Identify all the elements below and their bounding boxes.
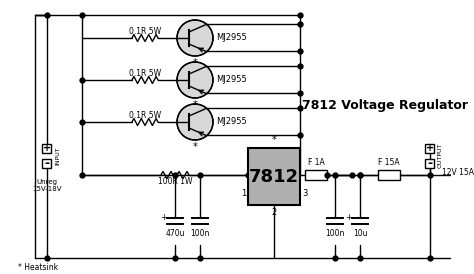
- Text: -: -: [428, 156, 433, 170]
- Text: 0.1R 5W: 0.1R 5W: [129, 27, 161, 36]
- Bar: [378, 170, 400, 180]
- Text: 3: 3: [302, 189, 307, 198]
- Bar: [426, 158, 435, 167]
- Circle shape: [177, 62, 213, 98]
- Text: 0.1R 5W: 0.1R 5W: [129, 110, 161, 119]
- Text: 2: 2: [272, 208, 277, 217]
- Text: 10u: 10u: [353, 229, 367, 238]
- Text: +: +: [346, 213, 353, 221]
- Text: *: *: [192, 142, 197, 152]
- Text: 100R 1W: 100R 1W: [158, 178, 192, 187]
- Text: 0.1R 5W: 0.1R 5W: [129, 68, 161, 78]
- Text: 7812 Voltage Regulator: 7812 Voltage Regulator: [302, 98, 468, 112]
- Text: 470u: 470u: [165, 229, 185, 238]
- Text: Unreg
15V-18V: Unreg 15V-18V: [32, 179, 62, 192]
- Text: *: *: [272, 135, 276, 145]
- Text: INPUT: INPUT: [55, 146, 60, 165]
- Text: MJ2955: MJ2955: [216, 118, 247, 127]
- Text: F 15A: F 15A: [378, 158, 400, 167]
- Text: *: *: [192, 58, 197, 68]
- Bar: [43, 144, 52, 153]
- Text: 100n: 100n: [325, 229, 345, 238]
- Text: 100n: 100n: [191, 229, 210, 238]
- Text: *: *: [192, 100, 197, 110]
- Text: * Heatsink: * Heatsink: [18, 264, 58, 273]
- Text: +: +: [161, 213, 167, 221]
- Text: MJ2955: MJ2955: [216, 33, 247, 42]
- Bar: [426, 144, 435, 153]
- Text: +: +: [426, 143, 434, 153]
- Text: -: -: [45, 156, 50, 170]
- Text: 7812: 7812: [249, 167, 299, 185]
- Circle shape: [177, 104, 213, 140]
- Bar: [305, 170, 327, 180]
- Bar: [248, 148, 300, 205]
- Text: F 1A: F 1A: [308, 158, 324, 167]
- Bar: [43, 158, 52, 167]
- Text: 1: 1: [241, 189, 246, 198]
- Text: MJ2955: MJ2955: [216, 76, 247, 84]
- Text: OUTPUT: OUTPUT: [438, 143, 443, 168]
- Text: 12V 15A: 12V 15A: [442, 168, 474, 177]
- Circle shape: [177, 20, 213, 56]
- Text: +: +: [43, 143, 51, 153]
